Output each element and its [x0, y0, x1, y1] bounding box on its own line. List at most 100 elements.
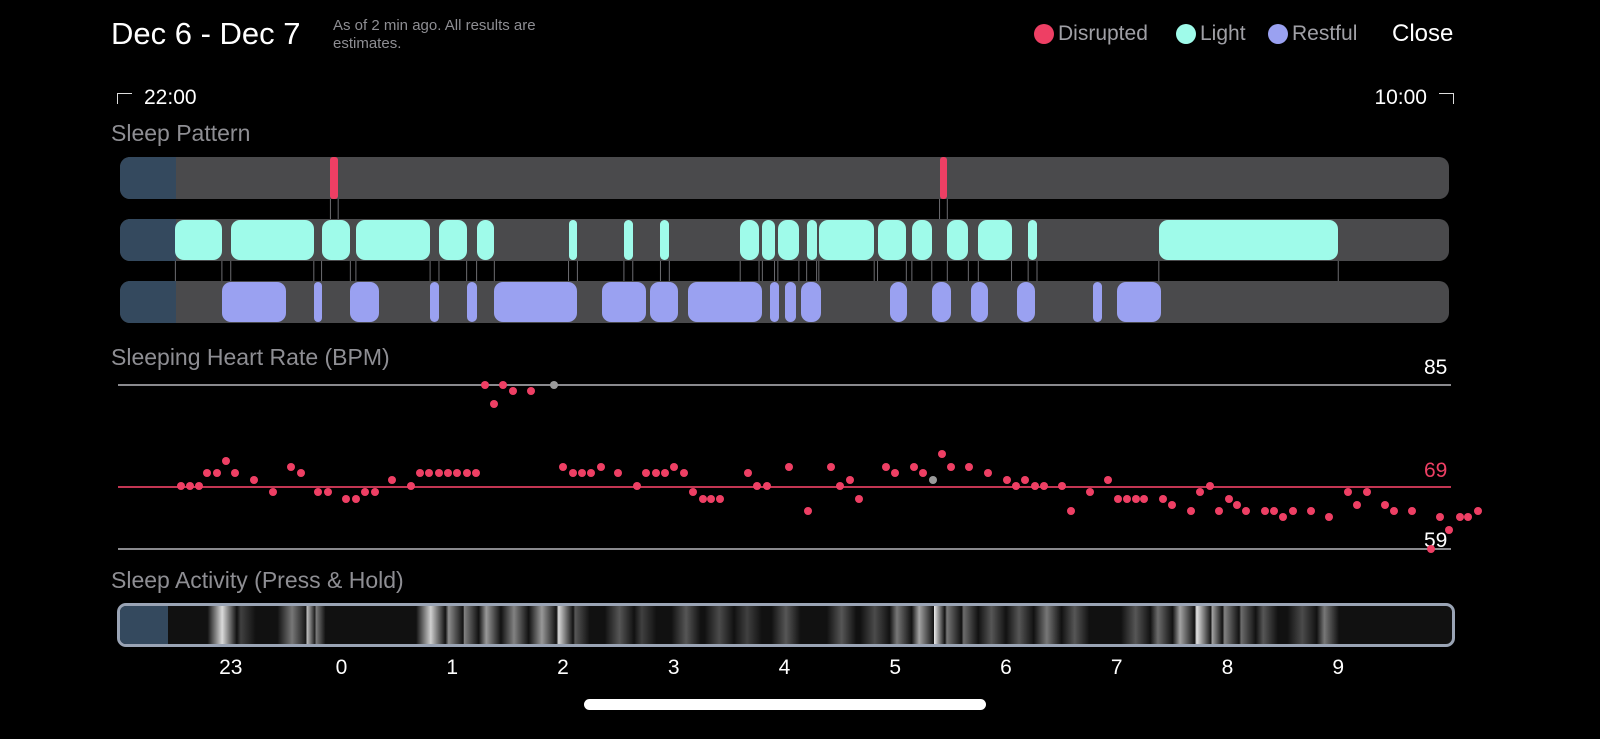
heart-rate-point [1140, 494, 1149, 503]
heart-rate-point [434, 469, 443, 478]
heart-rate-point [1086, 488, 1095, 497]
heart-rate-point [1456, 513, 1465, 522]
close-button[interactable]: Close [1392, 20, 1454, 47]
legend-disrupted: Disrupted [1034, 22, 1148, 46]
heart-rate-point [268, 488, 277, 497]
hour-tick-label: 9 [1332, 656, 1345, 679]
heart-rate-point [1463, 513, 1472, 522]
light-segment [321, 220, 351, 260]
heart-rate-point [286, 463, 295, 471]
disrupted-track[interactable] [120, 157, 1449, 199]
restful-segment [601, 282, 647, 322]
light-segment [806, 220, 817, 260]
heart-rate-point [937, 450, 946, 459]
heart-rate-point [1288, 507, 1297, 516]
legend-label: Light [1200, 22, 1246, 45]
heart-rate-point [185, 481, 194, 490]
heart-rate-point [1103, 475, 1112, 484]
hr-max-label: 85 [1424, 356, 1448, 379]
heart-rate-point [1242, 507, 1251, 516]
light-segment [947, 220, 969, 260]
light-segment [568, 220, 578, 260]
heart-rate-point [698, 494, 707, 503]
heart-rate-point [1408, 507, 1417, 516]
light-segment [762, 220, 775, 260]
heart-rate-point [203, 469, 212, 478]
heart-rate-point [946, 463, 955, 471]
restful-segment [889, 282, 908, 322]
heart-rate-point [559, 463, 567, 471]
sleep-activity-title: Sleep Activity (Press & Hold) [111, 567, 404, 593]
heart-rate-point [452, 469, 461, 478]
heart-rate-point [1233, 500, 1242, 509]
heart-rate-point [845, 475, 854, 484]
heart-rate-point [509, 387, 518, 396]
disrupted-segment [330, 157, 339, 199]
restful-track[interactable] [120, 281, 1449, 323]
heart-rate-point [707, 494, 716, 503]
hr-avg-line [118, 486, 1451, 488]
heart-rate-point [351, 494, 360, 503]
light-segment [438, 220, 467, 260]
heart-rate-point [660, 469, 669, 478]
light-segment [660, 220, 670, 260]
restful-segment [801, 282, 822, 322]
pre-tracking-block [120, 219, 176, 261]
heart-rate-point [1186, 507, 1195, 516]
heart-rate-point [752, 481, 761, 490]
heart-rate-point [743, 469, 752, 478]
heart-rate-point [784, 463, 793, 471]
light-dot-icon [1176, 24, 1196, 44]
restful-segment [970, 282, 989, 322]
heart-rate-point [194, 481, 203, 490]
heart-rate-title: Sleeping Heart Rate (BPM) [111, 344, 390, 370]
hour-tick-label: 2 [557, 656, 569, 679]
heart-rate-point [499, 381, 508, 389]
heart-rate-point [762, 481, 771, 490]
restful-segment [430, 282, 439, 322]
restful-segment [931, 282, 951, 322]
heart-rate-point [1030, 481, 1039, 490]
pre-tracking-block [120, 281, 176, 323]
range-end: 10:00 [1374, 86, 1454, 110]
sleep-activity-bar[interactable] [117, 603, 1455, 647]
heart-rate-point [688, 488, 697, 497]
light-segment [355, 220, 431, 260]
heart-rate-marker [928, 475, 937, 484]
home-indicator[interactable] [584, 699, 986, 710]
heart-rate-point [596, 463, 605, 471]
hour-tick-label: 7 [1110, 656, 1123, 679]
light-segment [777, 220, 799, 260]
heart-rate-point [424, 469, 433, 478]
heart-rate-point [370, 488, 379, 497]
light-track[interactable] [120, 219, 1449, 261]
heart-rate-point [416, 469, 425, 478]
heart-rate-point [568, 469, 577, 478]
hour-tick-label: 0 [335, 656, 348, 679]
heart-rate-point [1344, 488, 1353, 497]
heart-rate-point [669, 463, 678, 471]
heart-rate-point [1363, 488, 1372, 497]
hr-avg-label: 69 [1424, 459, 1448, 482]
heart-rate-point [526, 387, 535, 396]
heart-rate-point [222, 456, 231, 465]
heart-rate-point [1067, 507, 1076, 516]
heart-rate-point [176, 481, 185, 490]
heart-rate-point [462, 469, 471, 478]
heart-rate-point [1270, 507, 1278, 516]
heart-rate-point [1214, 507, 1223, 516]
hour-tick-label: 3 [667, 656, 680, 679]
light-segment [1158, 220, 1339, 260]
heart-rate-point [1380, 500, 1389, 509]
heart-rate-point [1473, 507, 1482, 516]
hour-tick-label: 6 [1000, 656, 1012, 679]
heart-rate-point [1306, 507, 1315, 516]
heart-rate-point [1427, 545, 1436, 553]
heart-rate-point [882, 463, 891, 471]
heart-rate-point [1224, 494, 1233, 503]
light-segment [978, 220, 1012, 260]
light-segment [1028, 220, 1037, 260]
heart-rate-point [984, 469, 993, 478]
heart-rate-point [250, 475, 258, 484]
restful-segment [1093, 282, 1103, 322]
